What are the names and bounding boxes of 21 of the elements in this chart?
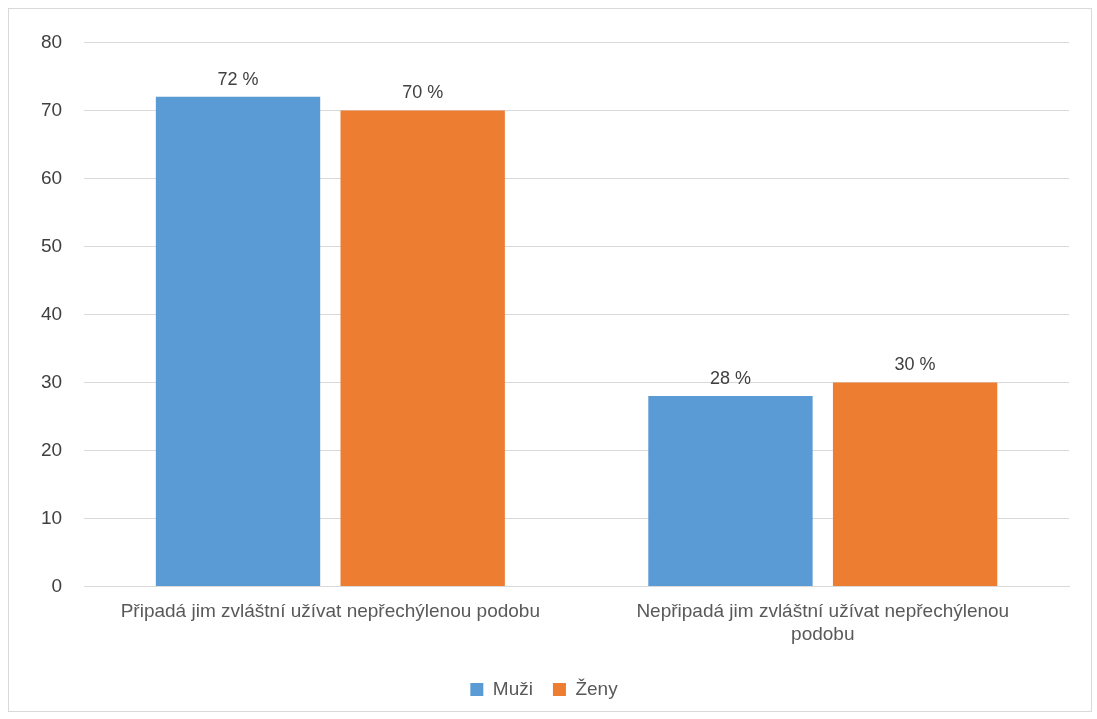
- y-tick-label: 30: [40, 370, 63, 392]
- y-tick-label: 40: [40, 302, 63, 324]
- y-tick-label: 20: [40, 438, 63, 460]
- y-tick-label: 60: [40, 166, 63, 188]
- x-tick-label: Připadá jim zvláštní užívat nepřechýlenou podobu: [120, 600, 541, 622]
- y-tick-label: 80: [40, 30, 63, 52]
- y-tick-label: 0: [51, 574, 63, 596]
- data-label: 28 %: [709, 367, 751, 388]
- y-tick-label: 70: [40, 98, 63, 120]
- bar: [155, 96, 321, 586]
- x-tick-label: Nepřipadá jim zvláštní užívat nepřechýlenou podobu: [636, 600, 1010, 644]
- legend-label: Muži: [492, 677, 533, 699]
- bar: [340, 110, 505, 586]
- data-label: 70 %: [402, 82, 444, 103]
- y-tick-label: 50: [40, 234, 63, 256]
- legend-label: Ženy: [575, 677, 619, 699]
- data-label: 72 %: [217, 68, 259, 89]
- bar: [648, 396, 813, 586]
- y-tick-label: 10: [40, 506, 63, 528]
- data-label: 30 %: [894, 354, 936, 375]
- bar: [832, 382, 998, 586]
